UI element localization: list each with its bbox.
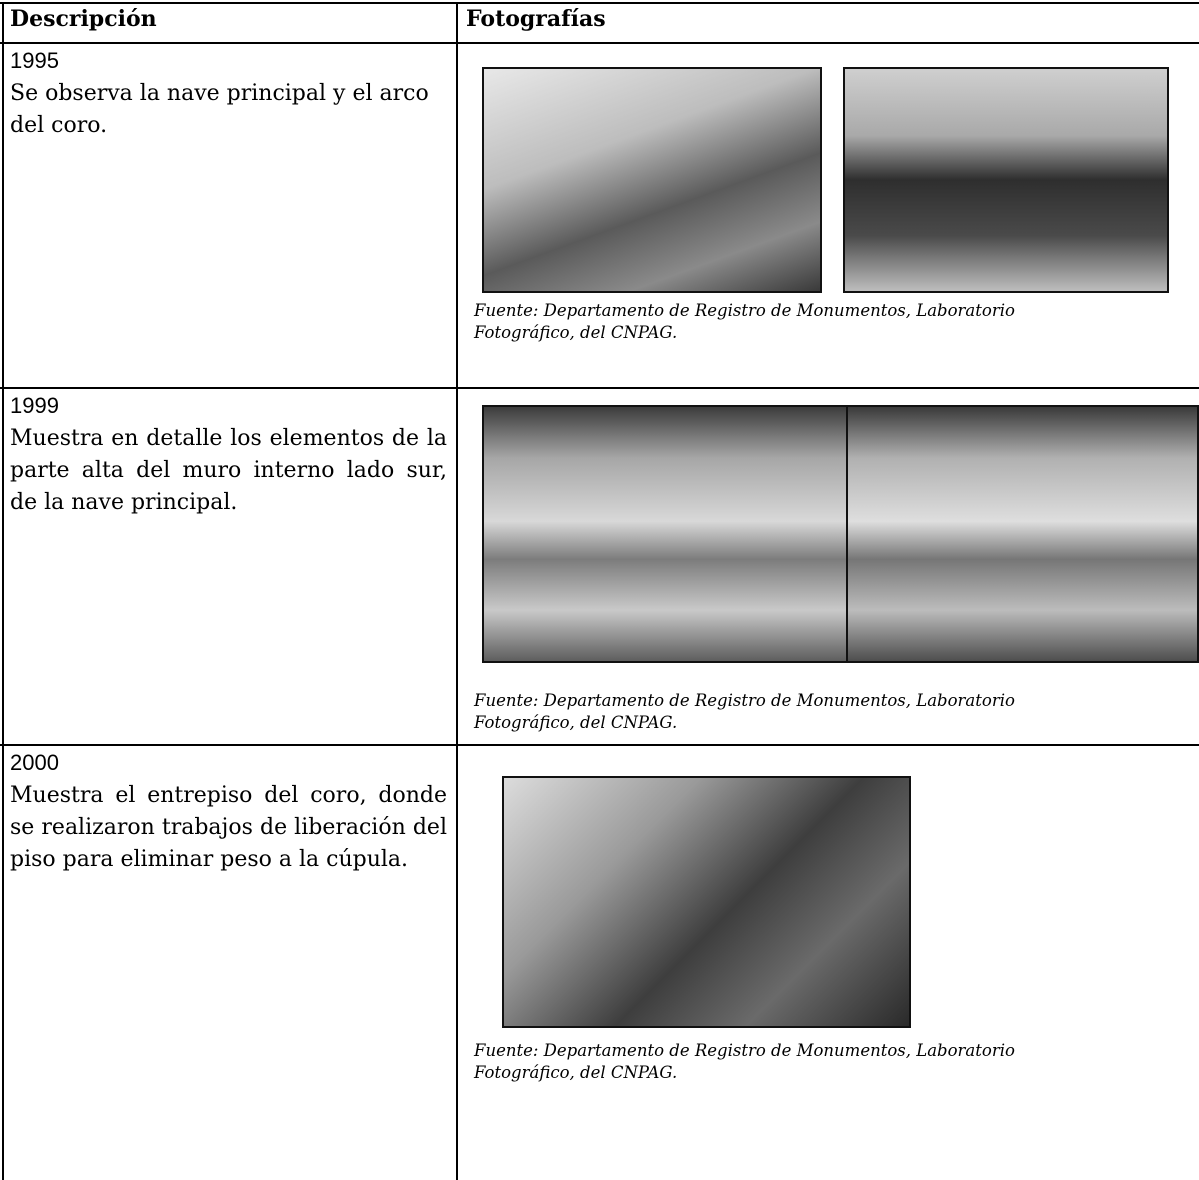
photo (846, 405, 1199, 663)
border (0, 42, 1199, 44)
caption: Fuente: Departamento de Registro de Monu… (474, 301, 1015, 342)
column-header: Descripción (10, 6, 157, 32)
year: 1999 (10, 393, 59, 418)
description: Muestra en detalle los elementos de la p… (10, 426, 447, 515)
caption: Fuente: Departamento de Registro de Monu… (474, 691, 1015, 732)
border (0, 2, 1199, 4)
column-header: Fotografías (466, 6, 606, 32)
caption: Fuente: Departamento de Registro de Monu… (474, 1041, 1015, 1082)
border (0, 387, 1199, 389)
border (2, 2, 4, 1180)
border (0, 744, 1199, 746)
description: Muestra el entrepiso del coro, donde se … (10, 783, 447, 872)
photo (482, 67, 822, 293)
photo (482, 405, 848, 663)
year: 2000 (10, 750, 59, 775)
border (456, 2, 458, 1180)
year: 1995 (10, 48, 59, 73)
photo (502, 776, 911, 1028)
description: Se observa la nave principal y el arco d… (10, 81, 429, 138)
photo (843, 67, 1169, 293)
